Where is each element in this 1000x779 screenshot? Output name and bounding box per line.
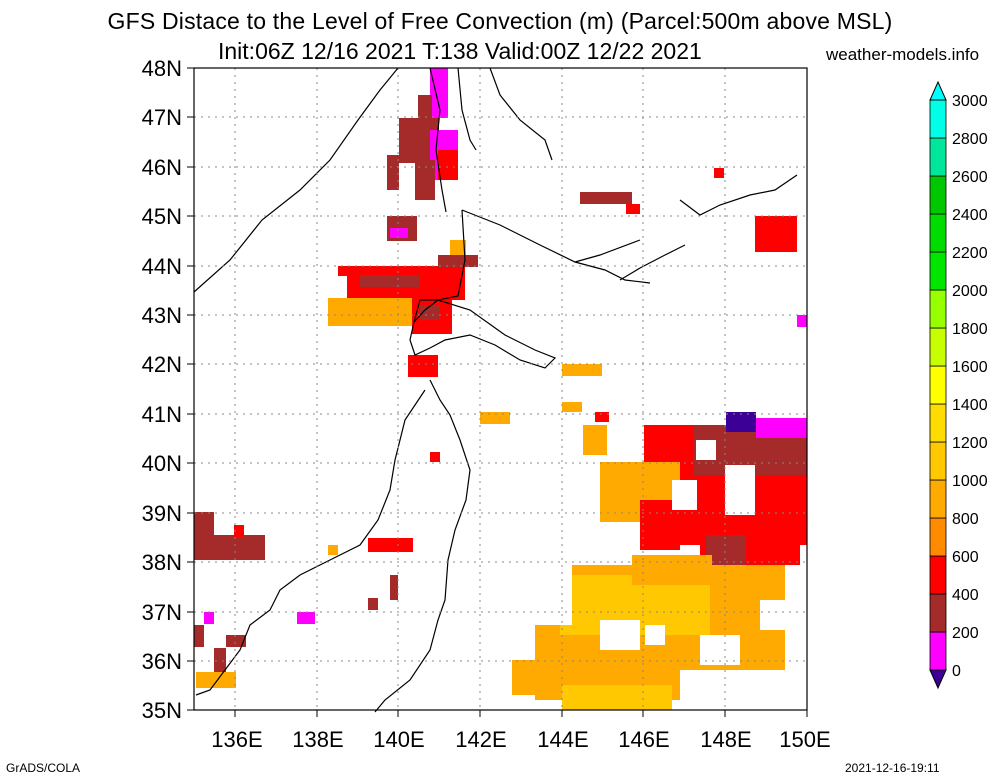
lon-label: 150E [779,727,830,752]
coastlines [193,67,798,713]
colorbar-label: 800 [952,511,979,528]
lon-label: 140E [373,727,424,752]
colorbar-label: 3000 [952,93,988,110]
tick-marks [187,67,808,717]
lon-label: 146E [618,727,669,752]
render-timestamp: 2021-12-16-19:11 [845,761,940,775]
map-title: GFS Distace to the Level of Free Convect… [107,8,893,34]
lat-label: 42N [142,352,182,377]
colorbar [929,80,947,690]
colorbar-label: 1000 [952,473,988,490]
colorbar-label: 2000 [952,283,988,300]
lon-label: 136E [211,727,262,752]
lfc-field [194,68,807,715]
lon-label: 144E [537,727,588,752]
colorbar-label: 2200 [952,245,988,262]
colorbar-label: 600 [952,549,979,566]
colorbar-segment [929,365,947,405]
lat-label: 43N [142,303,182,328]
grid-lines [194,68,807,710]
colorbar-max-arrow [929,80,947,101]
colorbar-label: 1400 [952,397,988,414]
lat-label: 36N [142,649,182,674]
colorbar-label: 2400 [952,207,988,224]
lat-label: 35N [142,698,182,723]
colorbar-label: 400 [952,587,979,604]
colorbar-segment [929,327,947,367]
colorbar-segment [929,251,947,291]
colorbar-segment [929,441,947,481]
colorbar-label: 1600 [952,359,988,376]
lat-label: 47N [142,105,182,130]
colorbar-segment [929,175,947,215]
colorbar-label: 1200 [952,435,988,452]
lat-label: 40N [142,451,182,476]
lon-label: 138E [292,727,343,752]
colorbar-segment [929,137,947,177]
colorbar-segment [929,403,947,443]
colorbar-min-arrow [929,669,947,690]
lon-label: 142E [455,727,506,752]
map-frame [193,67,808,711]
lat-label: 45N [142,204,182,229]
lon-labels: 136E 138E 140E 142E 144E 146E 148E 150E [211,727,830,752]
lat-label: 44N [142,254,182,279]
lat-label: 48N [142,56,182,81]
lat-label: 39N [142,501,182,526]
colorbar-segment [929,631,947,671]
lat-labels: 35N 36N 37N 38N 39N 40N 41N 42N 43N 44N … [142,56,182,723]
colorbar-labels: 0 200 400 600 800 1000 1200 1400 1600 18… [952,93,988,680]
colorbar-label: 1800 [952,321,988,338]
colorbar-segment [929,289,947,329]
colorbar-segment [929,99,947,139]
lat-label: 41N [142,402,182,427]
lat-label: 37N [142,600,182,625]
colorbar-label: 200 [952,625,979,642]
colorbar-segment [929,213,947,253]
software-credit: GrADS/COLA [6,761,81,775]
lat-label: 46N [142,155,182,180]
colorbar-segment [929,479,947,519]
site-credit: weather-models.info [826,45,980,64]
colorbar-segment [929,555,947,595]
lat-label: 38N [142,550,182,575]
colorbar-label: 2600 [952,169,988,186]
colorbar-segment [929,593,947,633]
map-subtitle: Init:06Z 12/16 2021 T:138 Valid:00Z 12/2… [218,38,702,64]
lon-label: 148E [700,727,751,752]
colorbar-label: 0 [952,663,961,680]
colorbar-segment [929,517,947,557]
colorbar-label: 2800 [952,131,988,148]
